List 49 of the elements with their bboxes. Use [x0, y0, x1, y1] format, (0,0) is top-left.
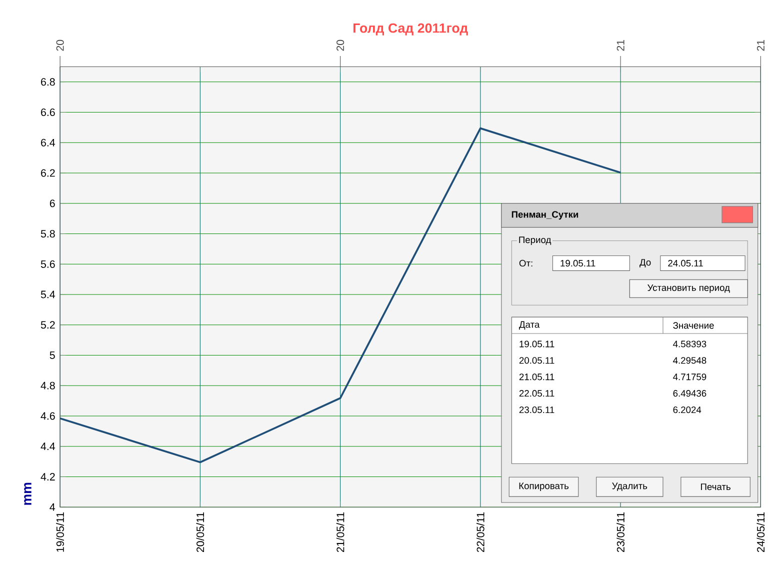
y-tick-label: 5.6: [40, 260, 55, 268]
annotation: Печать: [701, 484, 730, 490]
annotation: Удалить: [612, 482, 648, 492]
y-tick-label: 5.4: [40, 290, 56, 298]
text: 4.58393: [673, 340, 706, 348]
annotation: Значение: [673, 322, 714, 329]
annotation: 23.05.11: [519, 406, 554, 414]
x-tick-label: 21/05/11: [336, 512, 344, 552]
text: 20: [56, 40, 64, 51]
annotation: 22.05.11: [519, 390, 554, 397]
y-tick-label: 6.6: [41, 108, 55, 116]
annotation: 19.05.11: [520, 340, 554, 348]
x-tick-label: 24/05/11: [756, 512, 765, 552]
x-tick-label: 20/05/11: [196, 512, 204, 552]
text: 6.2024: [673, 406, 702, 414]
y-tick-label: 6.4: [41, 138, 56, 147]
x-tick-label: 23/05/11: [616, 512, 624, 552]
y-tick-label: 4: [50, 504, 56, 511]
text: 20: [336, 40, 344, 51]
x-tick-label: 19/05/11: [56, 512, 64, 552]
y-tick-label: 5: [50, 352, 55, 360]
text: 4.71759: [673, 374, 706, 380]
annotation: От:: [519, 260, 532, 267]
annotation: Установить период: [648, 284, 730, 293]
y-tick-label: 5.2: [40, 321, 55, 329]
annotation: Дата: [519, 321, 540, 330]
annotation: До: [640, 259, 651, 268]
annotation: 24.05.11: [668, 260, 703, 267]
y-tick-label: 6.8: [41, 78, 55, 86]
annotation: Пенман_Сутки: [512, 211, 578, 220]
annotation: Период: [519, 236, 552, 246]
annotation: 19.05.11: [560, 260, 596, 267]
text: 6.49436: [673, 390, 706, 397]
x-tick-label: 22/05/11: [476, 512, 484, 552]
text: 4.29548: [673, 357, 706, 364]
annotation: Копировать: [519, 482, 569, 492]
y-tick-label: 4.2: [40, 473, 55, 481]
y-tick-label: 6: [50, 200, 55, 208]
y-tick-label: 4.6: [40, 412, 55, 420]
y-tick-label: 4.8: [40, 382, 55, 390]
y-axis-title: mm: [24, 482, 32, 505]
text: 21: [616, 40, 624, 51]
y-tick-label: 5.8: [40, 230, 55, 238]
annotation: 20.05.11: [519, 357, 554, 364]
y-tick-label: 4.4: [40, 442, 56, 450]
y-tick-label: 6.2: [41, 169, 55, 177]
chart-title: Голд Сад 2011год: [353, 23, 468, 36]
text: 21: [756, 40, 764, 51]
annotation: 21.05.11: [519, 374, 554, 380]
